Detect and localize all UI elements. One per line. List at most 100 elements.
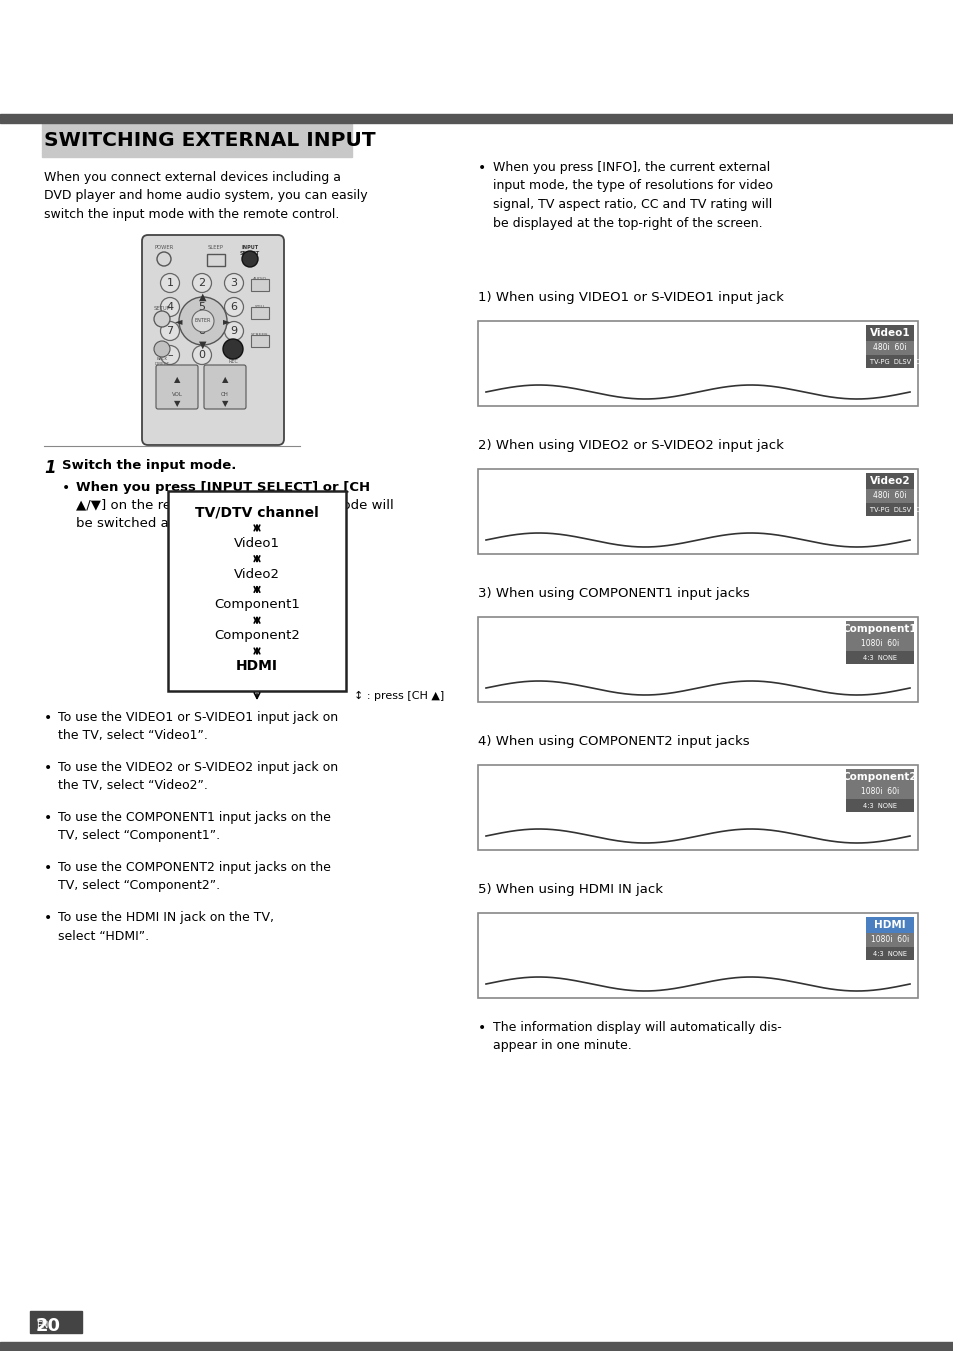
Text: 1) When using VIDEO1 or S-VIDEO1 input jack: 1) When using VIDEO1 or S-VIDEO1 input j… xyxy=(477,290,783,304)
Bar xyxy=(845,651,913,663)
Text: SLEEP: SLEEP xyxy=(208,245,224,250)
Circle shape xyxy=(224,322,243,340)
Text: Component1: Component1 xyxy=(841,624,917,634)
Text: 1080i  60i: 1080i 60i xyxy=(860,788,898,797)
Text: Video1: Video1 xyxy=(233,536,280,550)
Text: •: • xyxy=(62,481,71,494)
Circle shape xyxy=(192,309,213,332)
Text: –: – xyxy=(167,350,172,359)
Bar xyxy=(477,469,917,554)
Text: ▼: ▼ xyxy=(173,400,180,408)
Text: VOL: VOL xyxy=(172,393,182,397)
Text: 4:3  TV-PG  DLSV  CC: 4:3 TV-PG DLSV CC xyxy=(854,507,923,512)
Circle shape xyxy=(224,273,243,293)
Text: SWITCHING EXTERNAL INPUT: SWITCHING EXTERNAL INPUT xyxy=(44,131,375,150)
Text: CH: CH xyxy=(221,393,229,397)
Circle shape xyxy=(153,340,170,357)
Bar xyxy=(251,335,269,347)
Text: Video1: Video1 xyxy=(869,328,909,338)
Circle shape xyxy=(160,297,179,316)
Bar xyxy=(477,322,917,407)
Text: 20: 20 xyxy=(36,1317,61,1335)
Text: ▲: ▲ xyxy=(173,376,180,385)
Text: •: • xyxy=(44,861,52,875)
Text: 2) When using VIDEO2 or S-VIDEO2 input jack: 2) When using VIDEO2 or S-VIDEO2 input j… xyxy=(477,439,783,453)
Text: 4:3  NONE: 4:3 NONE xyxy=(862,654,896,661)
Text: Component2: Component2 xyxy=(213,630,299,642)
Text: INPUT
SELECT: INPUT SELECT xyxy=(239,245,260,255)
Bar xyxy=(477,765,917,850)
Text: Video2: Video2 xyxy=(233,567,280,581)
Text: To use the VIDEO1 or S-VIDEO1 input jack on
the TV, select “Video1”.: To use the VIDEO1 or S-VIDEO1 input jack… xyxy=(58,711,337,743)
Circle shape xyxy=(160,346,179,365)
Text: 3: 3 xyxy=(231,278,237,288)
Text: 6: 6 xyxy=(231,303,237,312)
Circle shape xyxy=(160,273,179,293)
Text: 5: 5 xyxy=(198,303,205,312)
Text: •: • xyxy=(477,1021,486,1035)
Bar xyxy=(865,917,913,934)
Text: To use the HDMI IN jack on the TV,
select “HDMI”.: To use the HDMI IN jack on the TV, selec… xyxy=(58,911,274,943)
Text: 5) When using HDMI IN jack: 5) When using HDMI IN jack xyxy=(477,884,662,896)
Text: •: • xyxy=(477,161,486,176)
FancyBboxPatch shape xyxy=(156,365,198,409)
Bar xyxy=(865,934,913,947)
Text: When you press [INFO], the current external
input mode, the type of resolutions : When you press [INFO], the current exter… xyxy=(493,161,772,230)
Text: To use the COMPONENT2 input jacks on the
TV, select “Component2”.: To use the COMPONENT2 input jacks on the… xyxy=(58,861,331,893)
Circle shape xyxy=(224,297,243,316)
Bar xyxy=(477,913,917,998)
Text: 480i  60i: 480i 60i xyxy=(872,492,905,500)
Text: HDMI: HDMI xyxy=(235,659,277,673)
Text: 8: 8 xyxy=(198,326,205,336)
Text: ►: ► xyxy=(223,316,231,326)
Text: 1080i  60i: 1080i 60i xyxy=(860,639,898,648)
Text: 1: 1 xyxy=(44,459,55,477)
Text: To use the COMPONENT1 input jacks on the
TV, select “Component1”.: To use the COMPONENT1 input jacks on the… xyxy=(58,811,331,843)
FancyBboxPatch shape xyxy=(204,365,246,409)
Text: EN: EN xyxy=(36,1321,49,1329)
Bar xyxy=(251,307,269,319)
Text: 0: 0 xyxy=(198,350,205,359)
Text: REC: REC xyxy=(228,359,237,363)
Text: ENTER: ENTER xyxy=(194,319,211,323)
Text: Component2: Component2 xyxy=(841,771,917,782)
Text: TV/DTV channel: TV/DTV channel xyxy=(195,505,318,520)
Text: SCREEN
MODE: SCREEN MODE xyxy=(251,332,269,342)
Text: ▲/▼] on the remote control, the input mode will: ▲/▼] on the remote control, the input mo… xyxy=(76,499,394,512)
Circle shape xyxy=(179,297,227,345)
Text: HDMI: HDMI xyxy=(873,920,904,929)
Bar xyxy=(865,355,913,367)
Circle shape xyxy=(160,322,179,340)
Bar xyxy=(865,326,913,340)
Text: •: • xyxy=(44,761,52,775)
Text: ▼: ▼ xyxy=(221,400,228,408)
Bar xyxy=(845,785,913,798)
Text: ▲: ▲ xyxy=(221,376,228,385)
Text: Video2: Video2 xyxy=(869,476,909,486)
Text: 2: 2 xyxy=(198,278,205,288)
Bar xyxy=(477,617,917,703)
Text: When you press [INPUT SELECT] or [CH: When you press [INPUT SELECT] or [CH xyxy=(76,481,370,494)
Circle shape xyxy=(193,346,212,365)
Text: BACK
DIRECT: BACK DIRECT xyxy=(154,357,170,366)
Text: SETUP: SETUP xyxy=(153,305,171,311)
FancyBboxPatch shape xyxy=(142,235,284,444)
Bar xyxy=(845,769,913,785)
Text: To use the VIDEO2 or S-VIDEO2 input jack on
the TV, select “Video2”.: To use the VIDEO2 or S-VIDEO2 input jack… xyxy=(58,761,337,793)
Bar xyxy=(42,123,352,157)
Text: ↕ : press [CH ▲]: ↕ : press [CH ▲] xyxy=(354,690,444,701)
Bar xyxy=(251,280,269,290)
Bar xyxy=(845,638,913,651)
Text: •: • xyxy=(44,911,52,925)
Bar xyxy=(865,489,913,503)
Text: 1080i  60i: 1080i 60i xyxy=(870,935,908,944)
Circle shape xyxy=(153,311,170,327)
Text: •: • xyxy=(44,811,52,825)
Text: 7: 7 xyxy=(166,326,173,336)
Bar xyxy=(865,947,913,961)
Text: 4:3  NONE: 4:3 NONE xyxy=(872,951,906,957)
Text: 480i  60i: 480i 60i xyxy=(872,343,905,353)
Bar xyxy=(0,113,953,123)
Circle shape xyxy=(193,297,212,316)
Text: Component1: Component1 xyxy=(213,598,299,612)
